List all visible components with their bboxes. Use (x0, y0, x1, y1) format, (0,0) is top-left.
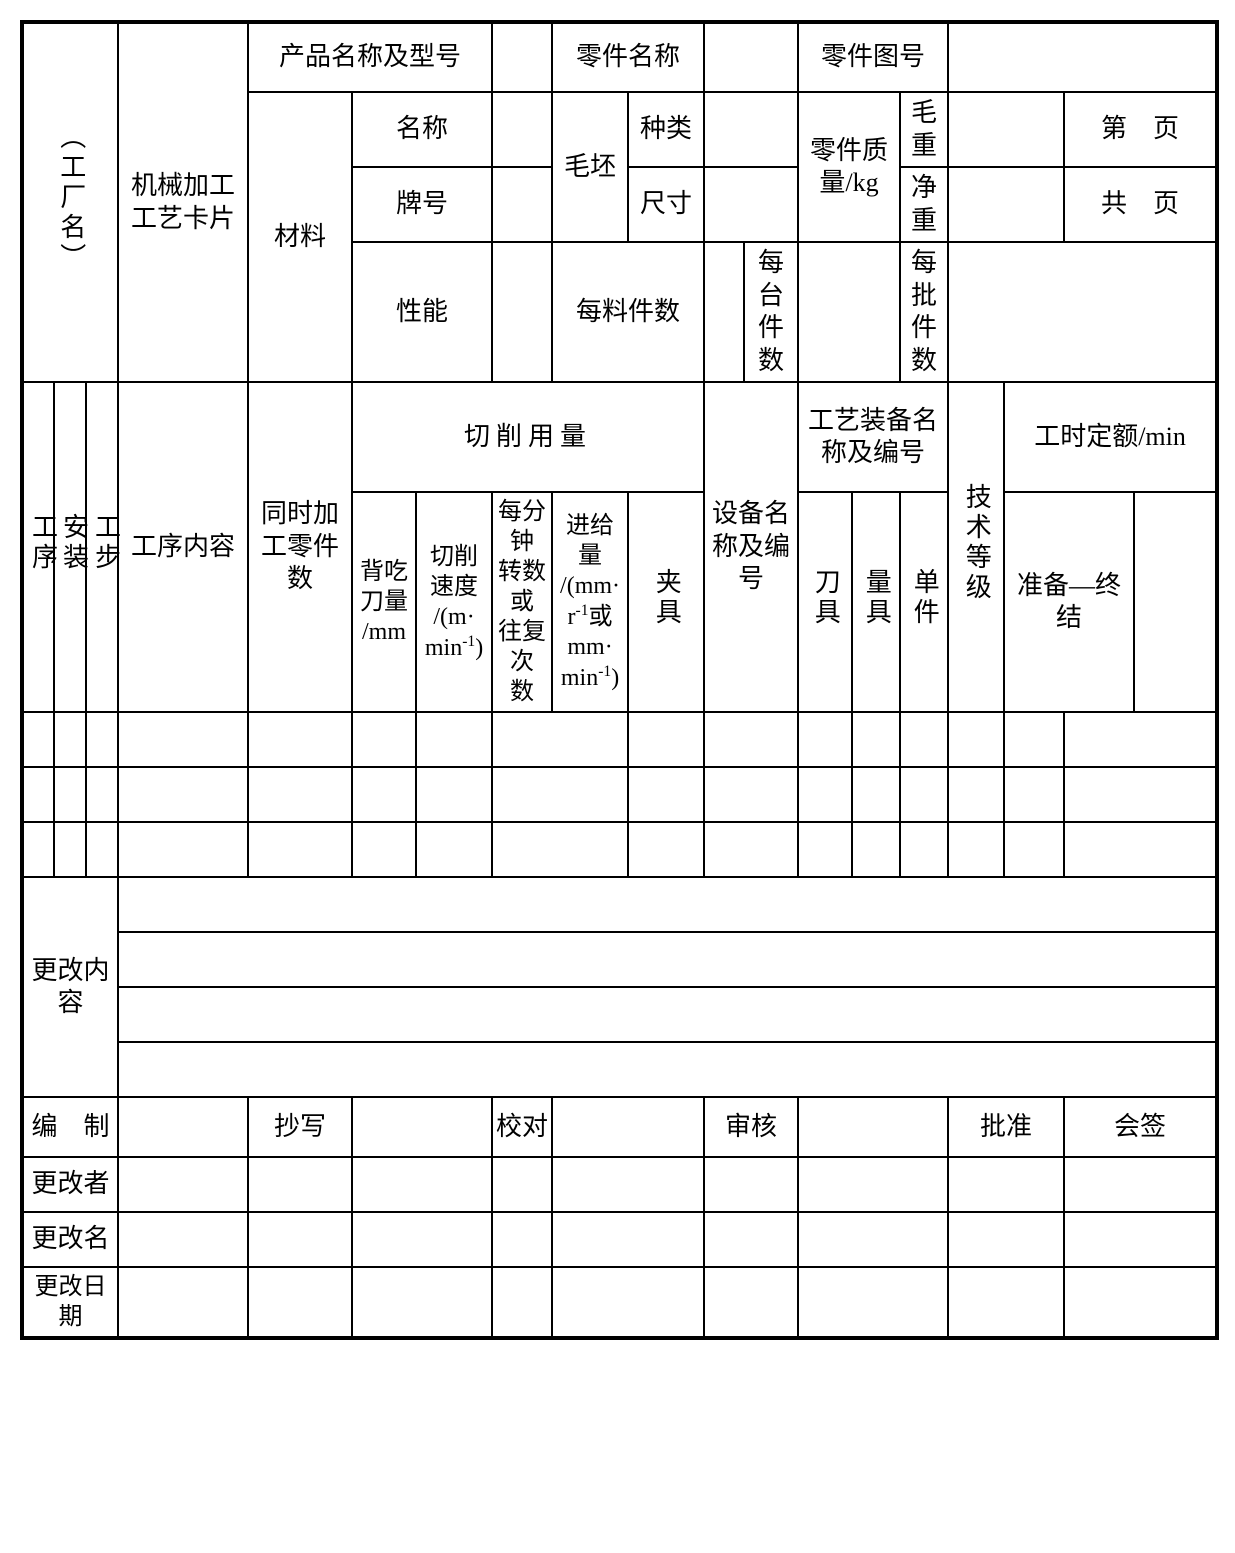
data-row (22, 822, 1217, 877)
net-weight-label: 净重 (900, 167, 948, 242)
proofread-label: 校对 (492, 1097, 552, 1157)
col-depth: 背吃刀量/mm (352, 492, 416, 712)
process-card-table: （工厂名） 机械加工工艺卡片 产品名称及型号 零件名称 零件图号 材料 名称 毛… (20, 20, 1219, 1340)
col-tooling-label: 工艺装备名称及编号 (798, 382, 948, 492)
review-label: 审核 (704, 1097, 798, 1157)
col-fixture: 夹具 (650, 568, 683, 628)
performance-label: 性能 (352, 242, 492, 382)
change-date-label: 更改日期 (22, 1267, 118, 1338)
data-row (22, 767, 1217, 822)
per-material-label: 每料件数 (552, 242, 704, 382)
grade-label: 牌号 (352, 167, 492, 242)
col-feed: 进给量/(mm·r-1或mm·min-1) (552, 492, 628, 712)
type-label: 种类 (628, 92, 704, 167)
part-mass-label: 零件质量/kg (798, 92, 900, 242)
part-drawing-label: 零件图号 (798, 22, 948, 92)
col-equipment: 设备名称及编号 (704, 382, 798, 712)
total-page-label: 共 页 (1064, 167, 1217, 242)
blank-label: 毛坯 (552, 92, 628, 242)
part-name-label: 零件名称 (552, 22, 704, 92)
per-machine-label: 每台件数 (744, 242, 798, 382)
col-prep: 准备—终结 (1004, 492, 1134, 712)
change-content-label: 更改内容 (22, 877, 118, 1097)
product-label: 产品名称及型号 (248, 22, 492, 92)
col-content: 工序内容 (118, 382, 248, 712)
name-label: 名称 (352, 92, 492, 167)
changer-label: 更改者 (22, 1157, 118, 1212)
col-setup: 安装 (57, 513, 90, 573)
compile-label: 编 制 (22, 1097, 118, 1157)
size-label: 尺寸 (628, 167, 704, 242)
col-cutting-label: 切削用量 (352, 382, 704, 492)
change-name-label: 更改名 (22, 1212, 118, 1267)
copy-label: 抄写 (248, 1097, 352, 1157)
card-title: 机械加工工艺卡片 (118, 22, 248, 382)
col-skill: 技术等级 (960, 483, 993, 603)
col-rpm: 每分钟转数或往复次数 (492, 492, 552, 712)
material-label: 材料 (248, 92, 352, 382)
approve-label: 批准 (948, 1097, 1064, 1157)
col-gauge: 量具 (860, 568, 893, 628)
col-time-label: 工时定额/min (1004, 382, 1217, 492)
factory-name: （工厂名） (54, 123, 87, 273)
cosign-label: 会签 (1064, 1097, 1217, 1157)
col-simul-parts: 同时加工零件数 (248, 382, 352, 712)
data-row (22, 712, 1217, 767)
gross-weight-label: 毛重 (900, 92, 948, 167)
per-batch-label: 每批件数 (900, 242, 948, 382)
page-label: 第 页 (1064, 92, 1217, 167)
col-step: 工步 (89, 513, 122, 573)
col-unit: 单件 (908, 568, 941, 628)
col-tool: 刀具 (809, 568, 842, 628)
col-process: 工序 (26, 513, 59, 573)
col-speed: 切削速度/(m·min-1) (416, 492, 492, 712)
